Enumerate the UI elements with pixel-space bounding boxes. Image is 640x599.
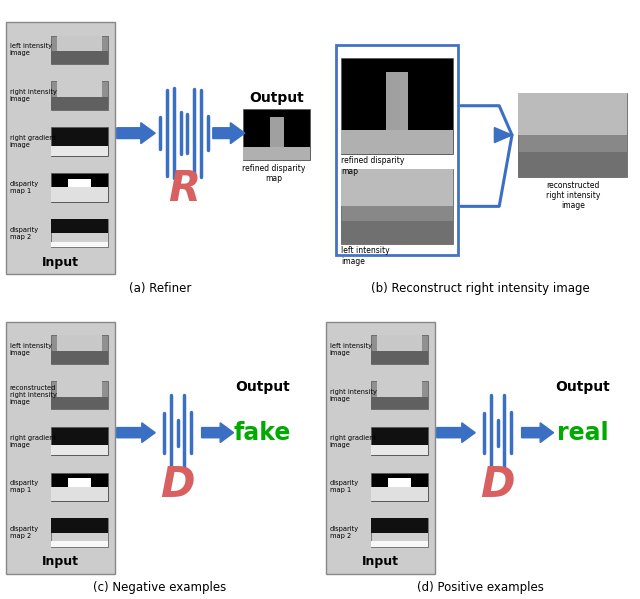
Text: (b) Reconstruct right intensity image: (b) Reconstruct right intensity image xyxy=(371,282,589,295)
Bar xyxy=(341,222,453,244)
Bar xyxy=(51,397,108,409)
Text: Input: Input xyxy=(362,555,399,568)
Text: Output: Output xyxy=(555,380,610,394)
Bar xyxy=(51,335,108,364)
Text: right gradient
image: right gradient image xyxy=(10,135,56,148)
FancyArrow shape xyxy=(202,423,234,443)
Bar xyxy=(371,351,428,364)
Bar xyxy=(51,541,108,547)
Bar xyxy=(51,128,108,156)
Bar xyxy=(51,381,108,409)
Bar xyxy=(243,109,310,160)
Text: (c) Negative examples: (c) Negative examples xyxy=(93,581,227,594)
Text: Output: Output xyxy=(235,380,290,394)
Bar xyxy=(377,335,422,351)
Bar xyxy=(51,219,108,233)
Text: left intensity
image: left intensity image xyxy=(341,247,389,266)
Bar xyxy=(51,487,108,501)
Bar xyxy=(371,445,428,455)
Text: disparity
map 2: disparity map 2 xyxy=(10,226,39,240)
Bar xyxy=(371,473,428,501)
Bar xyxy=(336,45,458,255)
Text: Input: Input xyxy=(42,256,79,268)
Bar xyxy=(341,130,453,154)
Bar xyxy=(51,52,108,64)
Bar xyxy=(51,146,108,156)
Bar xyxy=(6,322,115,574)
Text: right intensity
image: right intensity image xyxy=(10,89,56,102)
FancyArrow shape xyxy=(212,123,245,144)
FancyArrow shape xyxy=(116,123,155,144)
Bar xyxy=(51,427,108,455)
FancyArrow shape xyxy=(522,423,554,443)
Bar xyxy=(51,97,108,110)
Bar xyxy=(68,179,91,187)
Text: disparity
map 2: disparity map 2 xyxy=(330,526,359,539)
Text: Output: Output xyxy=(250,90,304,105)
Text: disparity
map 2: disparity map 2 xyxy=(10,526,39,539)
Bar xyxy=(518,93,627,135)
Text: right intensity
image: right intensity image xyxy=(330,389,376,402)
Bar xyxy=(371,335,428,364)
Bar xyxy=(51,519,108,533)
Text: Input: Input xyxy=(42,555,79,568)
Bar xyxy=(341,169,453,244)
Text: (d) Positive examples: (d) Positive examples xyxy=(417,581,543,594)
Text: (a) Refiner: (a) Refiner xyxy=(129,282,191,295)
Text: right gradient
image: right gradient image xyxy=(10,434,56,447)
Bar xyxy=(371,519,428,547)
Text: disparity
map 1: disparity map 1 xyxy=(330,480,359,494)
Bar xyxy=(518,93,627,177)
Bar xyxy=(51,241,108,247)
Text: right gradient
image: right gradient image xyxy=(330,434,376,447)
Bar xyxy=(51,473,108,501)
Bar xyxy=(51,445,108,455)
Text: left intensity
image: left intensity image xyxy=(10,43,52,56)
Bar xyxy=(51,36,108,64)
Bar xyxy=(341,169,453,206)
Bar xyxy=(243,147,310,160)
Bar xyxy=(51,351,108,364)
Text: real: real xyxy=(557,420,608,444)
Text: refined disparity
map: refined disparity map xyxy=(242,164,305,183)
Text: refined disparity
map: refined disparity map xyxy=(341,156,404,176)
FancyArrow shape xyxy=(437,423,475,443)
Text: disparity
map 1: disparity map 1 xyxy=(10,480,39,494)
Bar xyxy=(51,81,108,110)
Bar xyxy=(6,22,115,274)
Text: R: R xyxy=(168,168,200,210)
Bar xyxy=(68,479,91,487)
Text: left intensity
image: left intensity image xyxy=(330,343,372,356)
Bar xyxy=(51,187,108,201)
Text: reconstructed
right intensity
image: reconstructed right intensity image xyxy=(546,181,600,210)
Bar xyxy=(51,519,108,547)
Bar xyxy=(518,152,627,177)
Bar xyxy=(51,219,108,247)
Text: disparity
map 1: disparity map 1 xyxy=(10,181,39,194)
Bar xyxy=(341,58,453,154)
Bar xyxy=(371,427,428,455)
Bar xyxy=(371,541,428,547)
Bar xyxy=(51,173,108,201)
Text: left intensity
image: left intensity image xyxy=(10,343,52,356)
Bar xyxy=(371,519,428,533)
Bar xyxy=(57,36,102,52)
Bar xyxy=(371,397,428,409)
Bar xyxy=(377,381,422,397)
Bar xyxy=(326,322,435,574)
Bar xyxy=(371,381,428,409)
Bar xyxy=(57,381,102,397)
FancyArrow shape xyxy=(116,423,155,443)
FancyArrow shape xyxy=(494,128,512,143)
Bar xyxy=(385,72,408,130)
Bar xyxy=(57,81,102,97)
Text: reconstructed
right intensity
image: reconstructed right intensity image xyxy=(10,385,56,405)
Bar xyxy=(388,479,411,487)
Bar xyxy=(371,487,428,501)
Text: D: D xyxy=(161,464,195,506)
Bar xyxy=(270,117,284,147)
Text: fake: fake xyxy=(234,420,291,444)
Text: D: D xyxy=(481,464,515,506)
Bar xyxy=(57,335,102,351)
